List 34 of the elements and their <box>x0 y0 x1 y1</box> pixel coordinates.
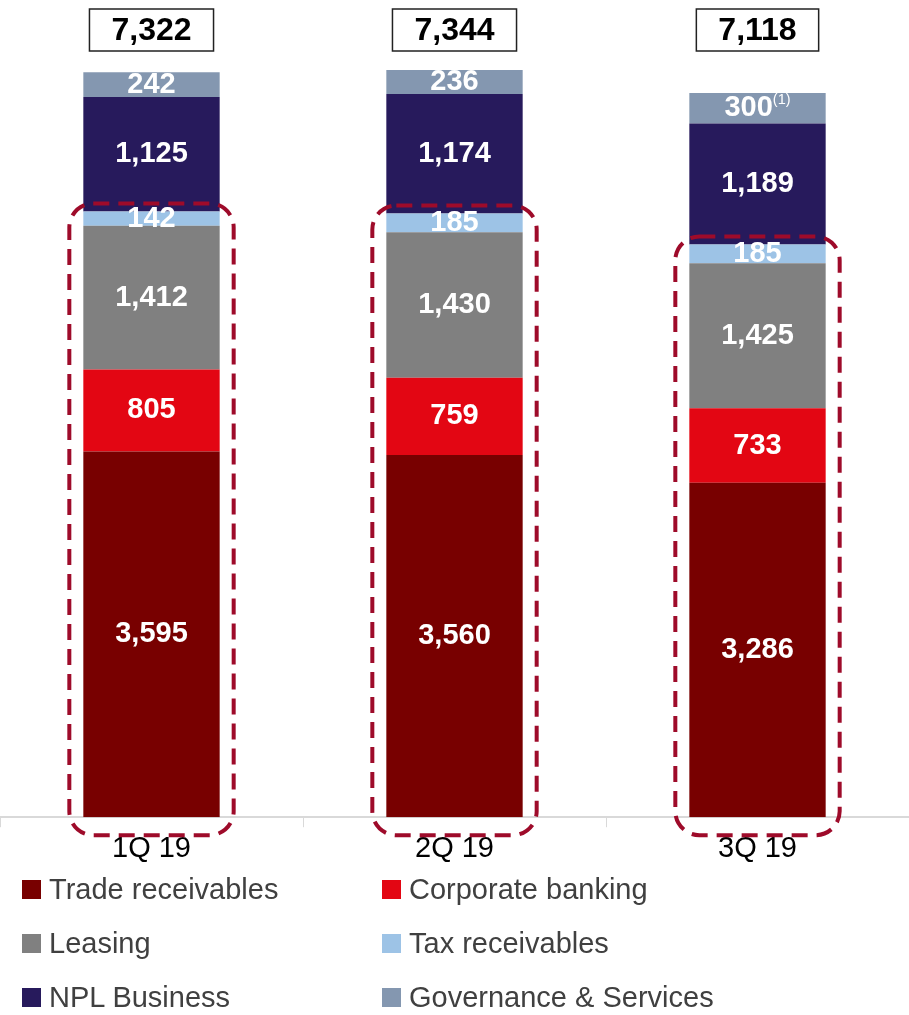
bar <box>689 408 826 483</box>
bar <box>83 225 220 370</box>
total-label: 7,118 <box>718 10 797 47</box>
legend-label: NPL Business <box>49 980 231 1014</box>
legend-label: Leasing <box>49 926 151 960</box>
total-label: 7,322 <box>111 10 192 47</box>
data-label: 3,286 <box>721 632 794 665</box>
data-label: 733 <box>733 427 782 460</box>
data-label: 1,430 <box>418 287 491 320</box>
data-label: 759 <box>430 398 479 431</box>
bar <box>386 377 523 455</box>
legend-label: Corporate banking <box>409 872 648 906</box>
x-tick-label: 2Q 19 <box>415 830 494 863</box>
data-label: 1,189 <box>721 166 794 198</box>
bar <box>386 232 523 378</box>
bar <box>689 263 826 409</box>
legend-label: Trade receivables <box>49 872 279 906</box>
data-label: 805 <box>127 392 176 425</box>
x-tick-label: 1Q 19 <box>112 830 191 863</box>
data-label: 236 <box>430 64 479 97</box>
data-label: 242 <box>127 66 176 99</box>
data-label: 1,174 <box>418 135 491 168</box>
data-label: 3,560 <box>418 618 491 651</box>
data-label: 185 <box>733 235 782 268</box>
data-label: 185 <box>430 204 479 237</box>
legend-label: Tax receivables <box>409 926 609 960</box>
data-label: 1,425 <box>721 317 794 350</box>
data-label: 1,125 <box>115 136 188 169</box>
total-label: 7,344 <box>414 10 495 47</box>
legend-label: Governance & Services <box>409 980 714 1014</box>
data-label: 3,595 <box>115 616 188 649</box>
data-label: 1,412 <box>115 279 188 312</box>
bar <box>83 369 220 452</box>
x-tick-label: 3Q 19 <box>718 830 797 863</box>
